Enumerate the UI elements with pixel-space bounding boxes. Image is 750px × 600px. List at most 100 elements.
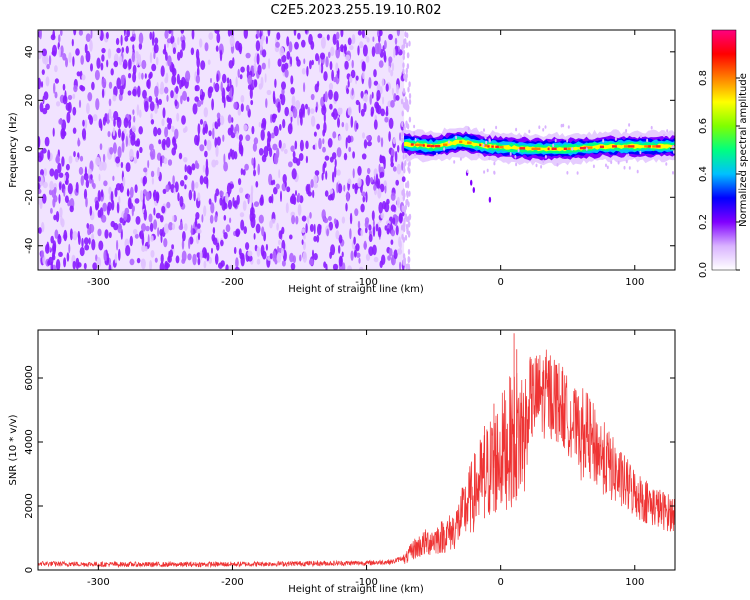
noise-speck bbox=[101, 88, 105, 99]
noise-speck bbox=[278, 169, 281, 179]
noise-speck bbox=[204, 150, 208, 158]
noise-speck bbox=[353, 236, 356, 245]
noise-speck bbox=[132, 88, 137, 97]
noise-speck bbox=[233, 246, 237, 255]
noise-speck bbox=[171, 30, 174, 38]
noise-speck bbox=[284, 181, 287, 188]
noise-speck bbox=[108, 231, 112, 239]
noise-speck bbox=[102, 153, 106, 163]
signal-peak-segment bbox=[487, 145, 490, 148]
noise-speck bbox=[377, 135, 381, 143]
noise-speck bbox=[268, 58, 271, 69]
noise-speck bbox=[384, 40, 387, 50]
signal-peak-segment bbox=[583, 146, 589, 149]
noise-speck bbox=[354, 208, 359, 217]
noise-speck bbox=[281, 88, 285, 95]
signal-peak-segment bbox=[435, 144, 441, 148]
noise-speck bbox=[108, 264, 112, 270]
noise-speck bbox=[333, 76, 337, 83]
noise-speck bbox=[67, 183, 73, 195]
noise-speck bbox=[41, 69, 45, 75]
noise-speck bbox=[60, 127, 66, 140]
noise-speck bbox=[101, 77, 107, 89]
noise-speck bbox=[63, 257, 67, 268]
noise-speck bbox=[83, 262, 87, 270]
noise-speck bbox=[168, 250, 171, 263]
noise-speck bbox=[110, 220, 116, 228]
noise-speck bbox=[161, 205, 166, 214]
noise-edge-speck bbox=[402, 102, 406, 108]
signal-fringe-speck bbox=[435, 152, 438, 157]
noise-speck bbox=[258, 214, 264, 224]
noise-speck bbox=[200, 60, 206, 71]
noise-speck bbox=[391, 62, 395, 72]
noise-speck bbox=[99, 143, 103, 151]
noise-speck bbox=[338, 234, 343, 244]
noise-speck bbox=[253, 169, 256, 177]
noise-speck bbox=[181, 115, 186, 125]
noise-speck bbox=[73, 30, 77, 36]
noise-speck bbox=[365, 174, 371, 187]
noise-speck bbox=[179, 49, 183, 59]
noise-speck bbox=[372, 36, 375, 42]
y-tick-label: 0 bbox=[24, 567, 35, 573]
noise-speck bbox=[291, 168, 297, 180]
noise-speck bbox=[295, 56, 299, 62]
noise-speck bbox=[73, 85, 78, 93]
noise-speck bbox=[235, 40, 241, 51]
noise-edge-speck bbox=[405, 67, 408, 74]
noise-speck bbox=[352, 168, 355, 179]
noise-speck bbox=[365, 227, 368, 234]
noise-speck bbox=[120, 34, 123, 46]
noise-speck bbox=[134, 140, 140, 147]
noise-speck bbox=[164, 86, 169, 94]
noise-speck bbox=[165, 184, 170, 192]
signal-fringe-speck bbox=[542, 159, 545, 164]
noise-speck bbox=[63, 188, 66, 197]
noise-speck bbox=[302, 241, 306, 251]
noise-speck bbox=[92, 114, 98, 122]
noise-speck bbox=[84, 244, 90, 251]
noise-speck bbox=[144, 73, 147, 79]
noise-speck bbox=[161, 118, 165, 127]
noise-speck bbox=[281, 54, 287, 63]
noise-edge-speck bbox=[401, 131, 404, 137]
noise-speck bbox=[313, 131, 317, 137]
noise-edge-speck bbox=[402, 54, 405, 61]
noise-speck bbox=[332, 108, 338, 120]
signal-peak-segment bbox=[430, 144, 435, 148]
noise-speck bbox=[192, 253, 197, 266]
noise-edge-speck bbox=[405, 42, 409, 49]
noise-speck bbox=[42, 95, 45, 105]
noise-speck bbox=[338, 135, 342, 141]
noise-speck bbox=[391, 87, 394, 96]
signal-fringe-speck bbox=[535, 163, 538, 168]
signal-peak-segment bbox=[418, 144, 425, 147]
noise-speck bbox=[188, 238, 191, 250]
noise-speck bbox=[231, 117, 234, 123]
noise-speck bbox=[227, 199, 233, 210]
noise-speck bbox=[332, 263, 339, 270]
noise-speck bbox=[329, 103, 333, 110]
noise-speck bbox=[214, 137, 218, 149]
y-tick-label: -40 bbox=[24, 238, 35, 254]
y-tick-label: 2000 bbox=[24, 493, 35, 518]
noise-speck bbox=[172, 68, 177, 77]
noise-speck bbox=[303, 234, 306, 240]
noise-speck bbox=[141, 59, 147, 70]
noise-speck bbox=[204, 123, 208, 134]
noise-speck bbox=[307, 106, 311, 116]
noise-speck bbox=[373, 80, 379, 86]
noise-speck bbox=[171, 42, 177, 51]
noise-speck bbox=[138, 32, 144, 45]
noise-speck bbox=[259, 196, 264, 206]
x-tick-label: -300 bbox=[87, 577, 110, 588]
noise-speck bbox=[319, 52, 326, 60]
noise-speck bbox=[104, 229, 109, 239]
noise-speck bbox=[247, 250, 253, 257]
y-tick-label: 4000 bbox=[24, 429, 35, 454]
noise-speck bbox=[86, 102, 90, 115]
signal-fringe-speck bbox=[602, 138, 605, 143]
noise-speck bbox=[123, 212, 128, 221]
noise-speck bbox=[49, 168, 55, 177]
